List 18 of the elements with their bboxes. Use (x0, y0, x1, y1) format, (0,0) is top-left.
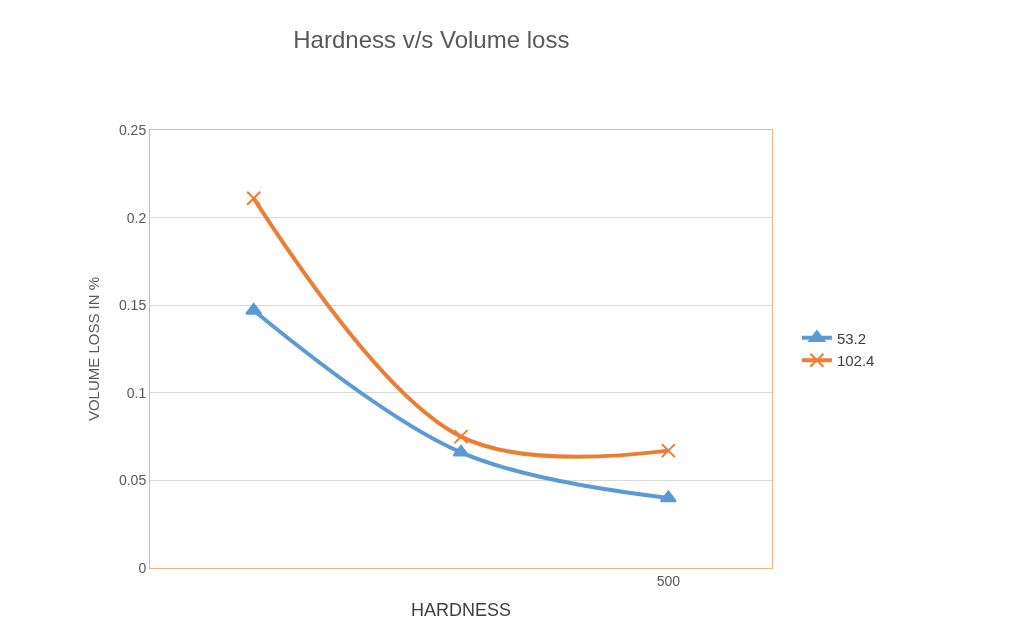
point (660, 443, 676, 459)
y-tick-label: 0.05 (118, 472, 147, 489)
y-tick-label: 0.25 (118, 121, 147, 138)
y-tick-label: 0.2 (126, 209, 147, 226)
y-tick-label: 0.1 (126, 384, 147, 401)
legend-label: 102.4 (836, 352, 875, 370)
point (659, 490, 677, 503)
point (246, 190, 262, 206)
x-tick-label: 500 (656, 572, 681, 589)
point (453, 429, 469, 445)
point (452, 444, 470, 457)
x-axis-title: HARDNESS (410, 599, 512, 620)
y-tick-label: 0 (138, 559, 147, 576)
point (245, 302, 263, 315)
y-tick-label: 0.15 (118, 297, 147, 314)
chart-title: Hardness v/s Volume loss (293, 26, 570, 54)
legend-label: 53.2 (836, 329, 867, 347)
y-axis-title: VOLUME LOSS IN % (85, 276, 103, 422)
